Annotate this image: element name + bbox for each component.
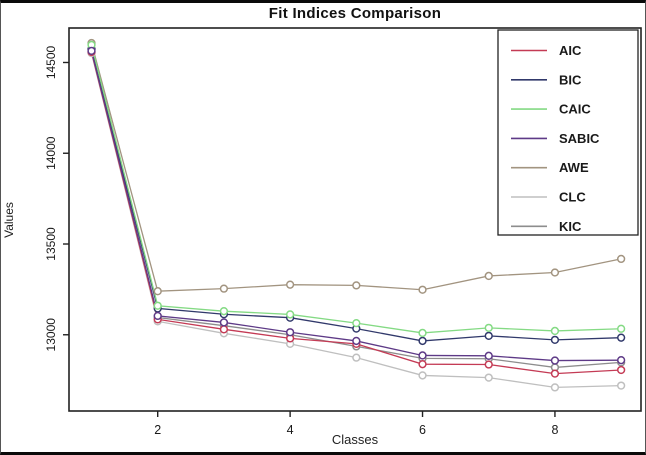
x-tick-label: 4 [287, 423, 294, 437]
plot-frame [68, 27, 642, 412]
data-point-awe [484, 271, 493, 281]
data-point-sabic [285, 328, 295, 337]
data-point-aic [219, 325, 229, 334]
legend-label-clc: CLC [559, 190, 586, 205]
data-point-awe [352, 281, 361, 290]
data-point-caic [484, 323, 493, 333]
data-point-clc [484, 373, 493, 382]
data-point-awe [153, 287, 162, 296]
data-point-clc [418, 371, 427, 380]
line-chart: 2 4 6 8 13000 13500 14000 14500 AIC BIC CAIC SABIC A… [44, 27, 642, 437]
data-point-aic [616, 365, 626, 375]
x-tick-label: 6 [419, 423, 426, 437]
data-point-clc [352, 353, 361, 362]
data-point-bic [550, 335, 560, 344]
legend-label-kic: KIC [559, 219, 582, 234]
data-point-clc [616, 381, 626, 390]
y-tick-label: 14000 [44, 136, 58, 170]
legend-label-awe: AWE [559, 160, 589, 175]
y-tick-label: 14500 [44, 45, 58, 79]
data-point-sabic [87, 46, 96, 56]
x-tick-label: 8 [551, 423, 558, 437]
legend-label-bic: BIC [559, 72, 582, 87]
data-point-bic [418, 336, 427, 346]
data-point-caic [153, 301, 162, 310]
data-point-aic [484, 360, 493, 369]
y-tick-label: 13000 [44, 318, 58, 352]
data-point-sabic [352, 336, 361, 346]
data-point-aic [550, 369, 560, 378]
data-point-sabic [550, 356, 560, 365]
data-point-sabic [484, 351, 493, 360]
x-tick-label: 2 [154, 423, 161, 437]
x-axis-label: Classes [331, 432, 379, 447]
data-point-sabic [219, 318, 229, 327]
data-point-bic [616, 333, 626, 342]
data-point-caic [418, 328, 427, 338]
data-point-caic [352, 318, 361, 328]
data-point-sabic [153, 311, 162, 321]
data-point-awe [616, 254, 626, 264]
data-point-bic [484, 331, 493, 341]
legend-label-sabic: SABIC [559, 131, 600, 146]
legend-label-caic: CAIC [559, 102, 591, 117]
data-point-sabic [418, 351, 427, 360]
data-point-clc [550, 383, 560, 392]
data-point-awe [418, 285, 427, 294]
data-point-caic [219, 307, 229, 316]
legend-box [497, 29, 639, 236]
data-point-awe [550, 268, 560, 277]
data-point-caic [550, 326, 560, 336]
data-point-caic [616, 324, 626, 333]
data-point-aic [418, 360, 427, 369]
data-point-awe [285, 280, 295, 289]
data-point-sabic [616, 356, 626, 365]
legend-label-aic: AIC [559, 43, 582, 58]
data-point-awe [219, 284, 229, 293]
y-tick-label: 13500 [44, 227, 58, 261]
chart-title: Fit Indices Comparison [268, 5, 442, 22]
data-point-caic [285, 310, 295, 319]
